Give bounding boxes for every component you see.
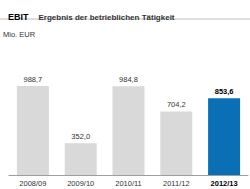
svg-text:704,2: 704,2	[167, 100, 186, 109]
svg-text:2010/11: 2010/11	[115, 179, 142, 188]
svg-text:2009/10: 2009/10	[67, 179, 94, 188]
svg-text:2012/13: 2012/13	[211, 179, 238, 188]
svg-text:853,6: 853,6	[215, 87, 234, 96]
svg-text:2008/09: 2008/09	[19, 179, 46, 188]
svg-text:984,8: 984,8	[119, 75, 138, 84]
svg-text:Mio. EUR: Mio. EUR	[3, 30, 36, 39]
svg-text:988,7: 988,7	[24, 75, 43, 84]
svg-text:2011/12: 2011/12	[163, 179, 190, 188]
svg-text:Ergebnis der betrieblichen Tät: Ergebnis der betrieblichen Tätigkeit	[39, 13, 175, 22]
svg-text:352,0: 352,0	[71, 132, 90, 141]
svg-text:EBIT: EBIT	[8, 12, 29, 22]
